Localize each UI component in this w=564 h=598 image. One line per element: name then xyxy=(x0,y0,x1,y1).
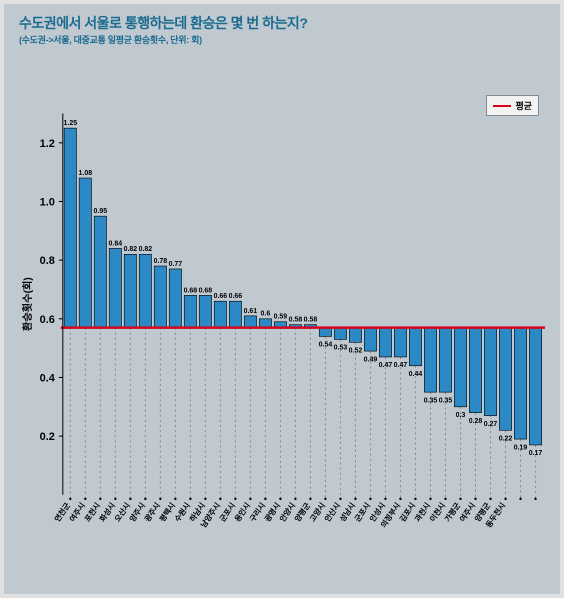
svg-text:0.53: 0.53 xyxy=(334,345,348,352)
bar xyxy=(124,254,136,327)
bar xyxy=(454,328,466,407)
svg-text:0.59: 0.59 xyxy=(274,314,288,321)
bar xyxy=(139,254,151,327)
chart-title: 수도권에서 서울로 통행하는데 환승은 몇 번 하는지? xyxy=(19,13,545,33)
svg-text:0.47: 0.47 xyxy=(394,362,408,369)
svg-text:0.4: 0.4 xyxy=(40,372,56,384)
bar xyxy=(184,295,196,327)
bar xyxy=(334,328,346,340)
svg-text:0.6: 0.6 xyxy=(40,314,55,326)
bar xyxy=(94,216,106,327)
svg-text:0.35: 0.35 xyxy=(439,397,453,404)
svg-text:1.0: 1.0 xyxy=(40,196,55,208)
bar xyxy=(499,328,511,431)
bar xyxy=(169,269,181,328)
svg-text:0.17: 0.17 xyxy=(529,450,543,457)
svg-text:0.77: 0.77 xyxy=(169,261,183,268)
svg-text:0.84: 0.84 xyxy=(109,240,123,247)
svg-text:0.2: 0.2 xyxy=(40,431,55,443)
svg-text:0.95: 0.95 xyxy=(94,208,108,215)
svg-text:0.82: 0.82 xyxy=(139,246,153,253)
bar xyxy=(109,248,121,327)
bar xyxy=(229,301,241,327)
bar xyxy=(349,328,361,343)
svg-text:0.8: 0.8 xyxy=(40,255,55,267)
bar xyxy=(244,316,256,328)
svg-text:0.28: 0.28 xyxy=(469,418,483,425)
chart-area: 0.20.40.60.81.01.2환승횟수(회)1.25연천군1.08여주시0… xyxy=(13,52,551,585)
svg-text:1.25: 1.25 xyxy=(64,120,78,127)
svg-text:0.22: 0.22 xyxy=(499,435,513,442)
chart-frame: 수도권에서 서울로 통행하는데 환승은 몇 번 하는지? (수도권->서울, 대… xyxy=(0,0,564,598)
svg-text:환승횟수(회): 환승횟수(회) xyxy=(21,277,34,331)
svg-text:0.49: 0.49 xyxy=(364,356,378,363)
svg-text:0.52: 0.52 xyxy=(349,347,363,354)
svg-text:0.54: 0.54 xyxy=(319,342,333,349)
bar xyxy=(319,328,331,337)
svg-text:0.47: 0.47 xyxy=(379,362,393,369)
bar xyxy=(424,328,436,393)
bar xyxy=(409,328,421,366)
bar xyxy=(79,178,91,328)
bar xyxy=(529,328,541,445)
svg-text:0.35: 0.35 xyxy=(424,397,438,404)
bar xyxy=(199,295,211,327)
svg-text:0.6: 0.6 xyxy=(261,311,271,318)
svg-text:0.58: 0.58 xyxy=(304,317,318,324)
svg-text:0.3: 0.3 xyxy=(456,412,466,419)
chart-inner: 수도권에서 서울로 통행하는데 환승은 몇 번 하는지? (수도권->서울, 대… xyxy=(7,7,557,591)
chart-header: 수도권에서 서울로 통행하는데 환승은 몇 번 하는지? (수도권->서울, 대… xyxy=(7,7,557,48)
bar-chart-svg: 0.20.40.60.81.01.2환승횟수(회)1.25연천군1.08여주시0… xyxy=(13,52,551,585)
svg-text:1.2: 1.2 xyxy=(40,138,55,150)
svg-text:0.78: 0.78 xyxy=(154,258,168,265)
svg-text:0.27: 0.27 xyxy=(484,421,498,428)
bar xyxy=(214,301,226,327)
bar xyxy=(514,328,526,439)
chart-subtitle: (수도권->서울, 대중교통 일평균 환승횟수, 단위: 회) xyxy=(19,33,545,46)
svg-text:0.61: 0.61 xyxy=(244,308,258,315)
svg-text:0.44: 0.44 xyxy=(409,371,423,378)
bar xyxy=(394,328,406,357)
bar xyxy=(439,328,451,393)
bar xyxy=(469,328,481,413)
svg-text:0.66: 0.66 xyxy=(229,293,243,300)
svg-text:1.08: 1.08 xyxy=(79,170,93,177)
svg-text:0.66: 0.66 xyxy=(214,293,228,300)
svg-text:0.19: 0.19 xyxy=(514,444,528,451)
svg-text:0.68: 0.68 xyxy=(184,287,198,294)
svg-text:0.68: 0.68 xyxy=(199,287,213,294)
bar xyxy=(259,319,271,328)
bar xyxy=(364,328,376,351)
bar xyxy=(484,328,496,416)
svg-text:0.82: 0.82 xyxy=(124,246,138,253)
bar xyxy=(154,266,166,328)
bar xyxy=(64,128,76,327)
svg-text:0.58: 0.58 xyxy=(289,317,303,324)
bar xyxy=(379,328,391,357)
